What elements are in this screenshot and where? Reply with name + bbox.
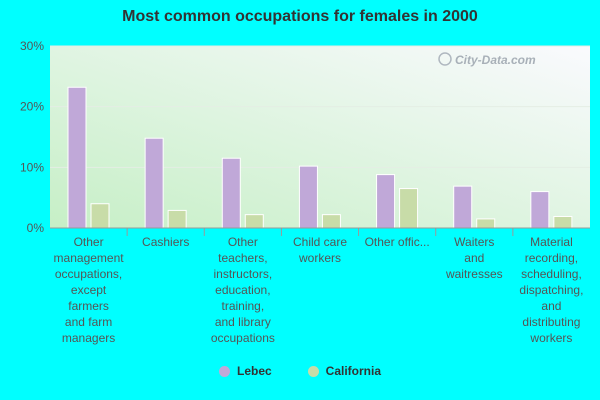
y-tick-label: 20% — [20, 100, 44, 114]
bar-lebec — [453, 185, 473, 229]
bar-lebec — [530, 191, 550, 229]
grid-lines — [50, 45, 590, 168]
bar-california — [321, 214, 341, 229]
legend-label: Lebec — [236, 364, 272, 378]
bar-lebec — [376, 174, 396, 229]
y-tick-label: 30% — [20, 39, 44, 53]
category-separators — [126, 228, 514, 236]
chart-title: Most common occupations for females in 2… — [122, 8, 478, 25]
y-tick-label: 10% — [20, 160, 44, 174]
x-category-label: Child care workers — [293, 235, 347, 265]
x-category-label: Waiters and waitresses — [445, 235, 503, 281]
x-category-label: Other offic... — [365, 235, 430, 249]
y-tick-label: 0% — [27, 221, 45, 235]
watermark-text: City-Data.com — [455, 53, 536, 67]
bar-california — [244, 214, 264, 229]
legend-swatch — [307, 365, 319, 377]
bar-california — [90, 203, 110, 229]
bar-lebec — [67, 86, 87, 229]
legend-swatch — [218, 365, 230, 377]
x-category-label: Material recording, scheduling, dispatching… — [519, 235, 583, 345]
x-axis-labels: Other management occupations, except farmers… — [54, 235, 584, 345]
legend: Lebec California — [0, 364, 600, 380]
bar-california — [167, 209, 187, 229]
plot-area — [50, 46, 590, 228]
bar-lebec — [298, 165, 318, 229]
bar-california — [553, 215, 573, 229]
bar-lebec — [221, 157, 241, 229]
legend-label: California — [325, 364, 382, 378]
y-axis-ticks: 0% 10% 20% 30% — [20, 39, 44, 235]
x-category-label: Other teachers, instructors, education, trai… — [211, 235, 275, 345]
bar-lebec — [144, 137, 164, 229]
x-category-label: Other management occupations, except farmers… — [54, 235, 125, 345]
watermark: City-Data.com — [438, 52, 536, 67]
legend-item-lebec: Lebec — [218, 364, 272, 378]
bar-california — [399, 188, 419, 229]
x-category-label: Cashiers — [142, 235, 189, 249]
legend-item-california: California — [307, 364, 382, 378]
bars — [67, 86, 573, 229]
bar-california — [476, 218, 496, 229]
